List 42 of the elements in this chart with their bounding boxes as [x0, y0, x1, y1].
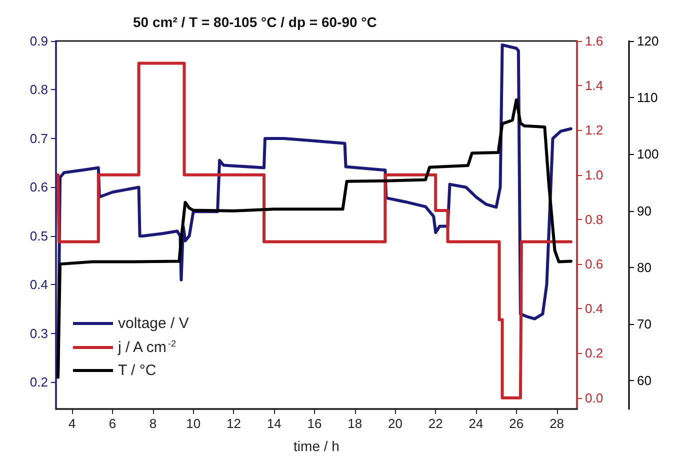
y3-tick-label: 60 [637, 373, 652, 388]
y3-tick-label: 90 [637, 203, 652, 218]
x-tick-label: 14 [266, 416, 282, 431]
y-tick-label: 0.4 [30, 277, 48, 292]
x-axis-title: time / h [294, 438, 340, 454]
y2-tick-label: 1.0 [585, 167, 604, 182]
y3-tick-label: 80 [637, 260, 652, 275]
y-tick-label: 0.3 [30, 326, 48, 341]
x-tick-label: 18 [348, 416, 362, 431]
y2-tick-label: 0.8 [585, 212, 604, 227]
y3-tick-label: 120 [637, 34, 659, 48]
y3-tick-label: 110 [637, 90, 658, 106]
x-tick-label: 16 [307, 416, 322, 431]
y2-tick-label: 0.2 [585, 346, 604, 361]
chart-title: 50 cm² / T = 80-105 °C / dp = 60-90 °C [133, 14, 377, 30]
x-tick-label: 6 [108, 416, 116, 431]
legend-label: T / °C [118, 362, 156, 379]
y2-tick-label: 0.0 [585, 390, 604, 406]
y-tick-label: 0.5 [30, 228, 48, 244]
y-tick-label: 0.9 [30, 34, 48, 48]
x-tick-label: 24 [468, 416, 484, 431]
x-tick-label: 20 [388, 416, 402, 431]
y3-tick-label: 70 [637, 316, 652, 332]
x-tick-label: 10 [186, 416, 201, 431]
y-tick-label: 0.7 [30, 130, 48, 146]
y-tick-label: 0.6 [30, 180, 48, 195]
y2-tick-label: 1.6 [585, 34, 604, 48]
y2-tick-label: 1.2 [585, 122, 604, 138]
x-tick-label: 12 [226, 416, 241, 431]
x-tick-label: 28 [550, 416, 564, 431]
legend-label: voltage / V [118, 315, 189, 332]
x-tick-label: 4 [68, 416, 76, 431]
y-tick-label: 0.8 [30, 82, 48, 98]
x-tick-label: 26 [509, 416, 524, 431]
y2-tick-label: 0.4 [585, 301, 604, 316]
x-tick-label: 22 [428, 416, 443, 431]
x-tick-label: 8 [149, 416, 157, 431]
line-series [56, 98, 572, 378]
y3-tick-label: 100 [637, 146, 659, 162]
y2-tick-label: 1.4 [585, 78, 604, 94]
y2-tick-label: 0.6 [585, 256, 604, 272]
y-tick-label: 0.2 [30, 374, 48, 390]
